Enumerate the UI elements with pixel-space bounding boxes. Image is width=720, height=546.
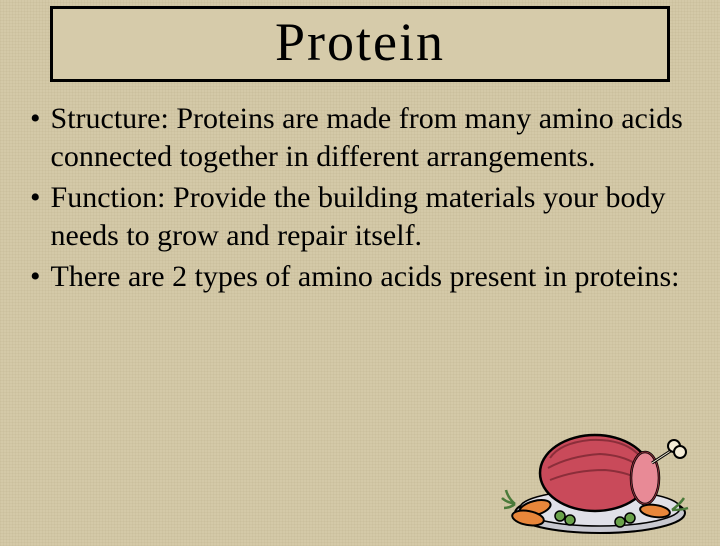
bullet-mark: • xyxy=(30,102,41,136)
bullet-mark: • xyxy=(30,181,41,215)
bullet-item: • Function: Provide the building materia… xyxy=(30,179,690,254)
bullet-item: • There are 2 types of amino acids prese… xyxy=(30,258,690,296)
bullet-text: Structure: Proteins are made from many a… xyxy=(51,100,690,175)
bullet-item: • Structure: Proteins are made from many… xyxy=(30,100,690,175)
bullet-text: Function: Provide the building materials… xyxy=(51,179,690,254)
bullet-list: • Structure: Proteins are made from many… xyxy=(0,92,720,296)
bullet-text: There are 2 types of amino acids present… xyxy=(51,258,680,296)
ham-clipart xyxy=(500,408,690,538)
title-box: Protein xyxy=(50,6,670,82)
bullet-mark: • xyxy=(30,260,41,294)
page-title: Protein xyxy=(53,11,667,73)
